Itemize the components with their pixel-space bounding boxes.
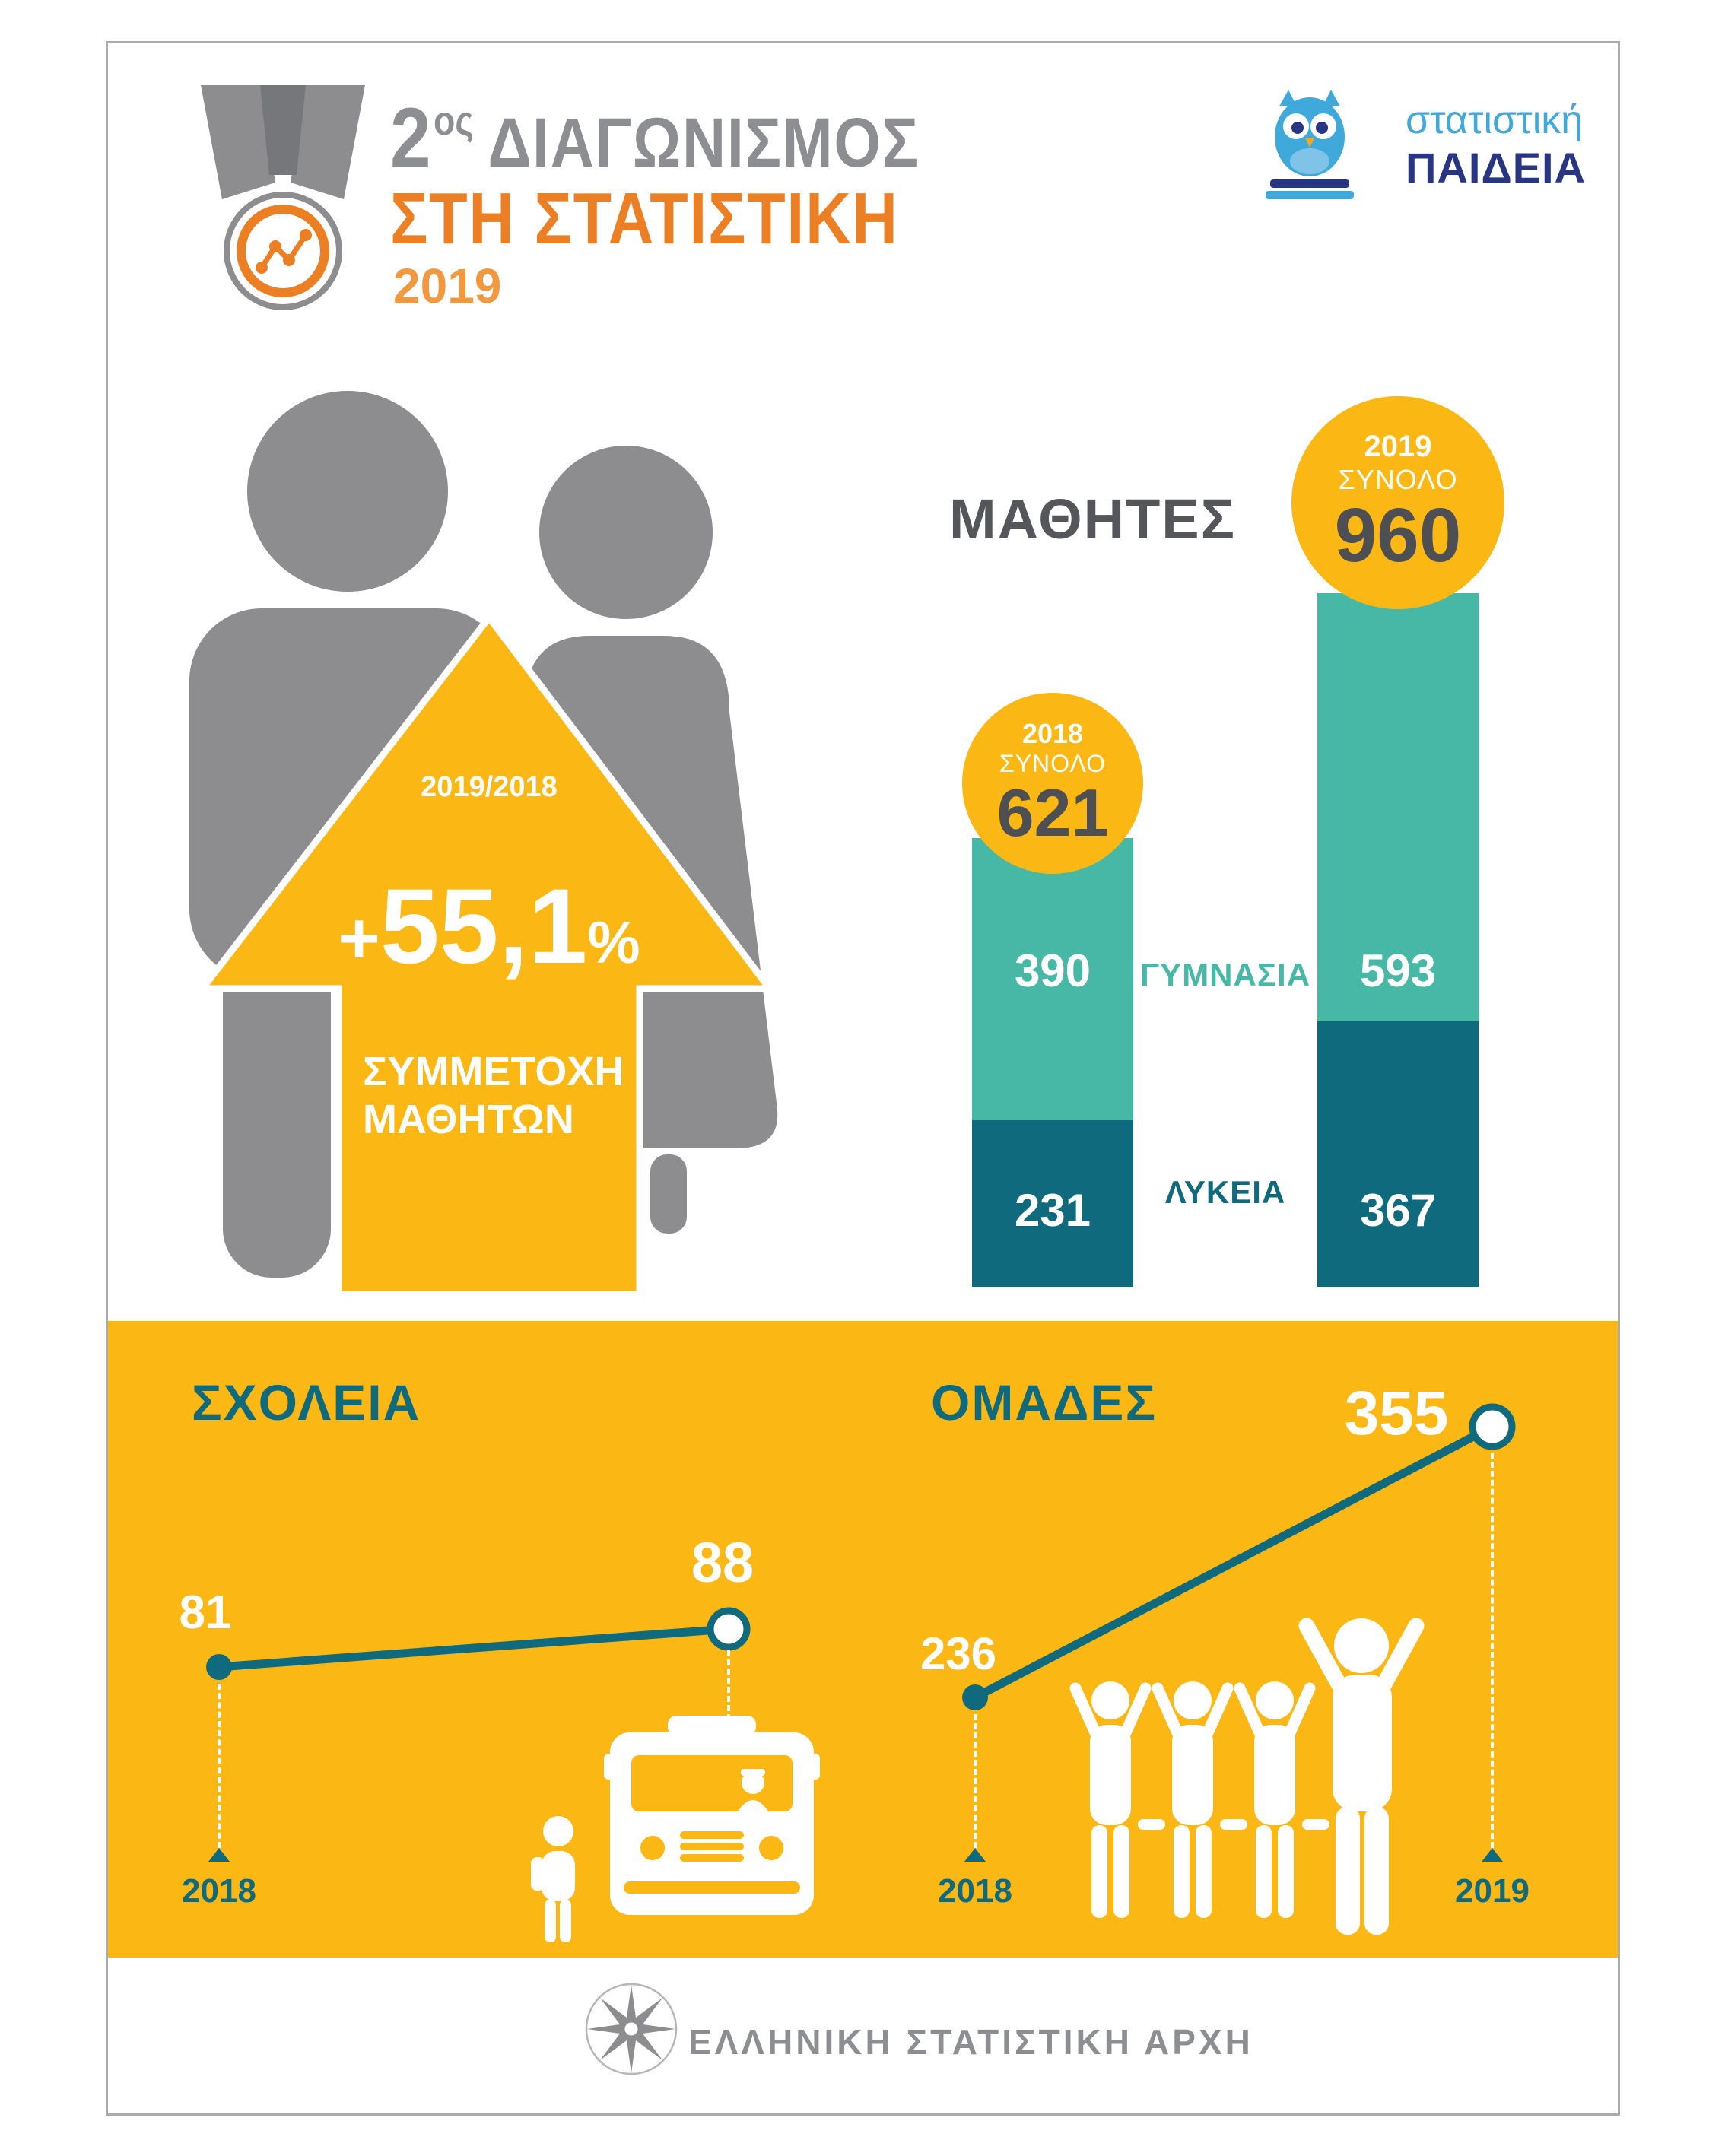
- contest-ordinal-suffix: ος: [434, 98, 474, 144]
- schools-point-2019: [707, 1607, 751, 1651]
- medal-icon: [201, 85, 365, 310]
- brand-name-line1: στατιστική: [1406, 98, 1584, 142]
- contest-title-line1: 2 ος ΔΙΑΓΩΝΙΣΜΟΣ: [390, 96, 920, 181]
- badge-total-value: 960: [1334, 493, 1462, 578]
- total-badge-2019: 2019 ΣΥΝΟΛΟ 960: [1291, 396, 1504, 609]
- brand-name-line2: ΠΑΙΔΕΙΑ: [1406, 144, 1587, 192]
- growth-value: +55,1%: [307, 873, 672, 980]
- students-bar-2018: [972, 838, 1133, 1287]
- bar-segment-lykeia-2018: [972, 1120, 1133, 1287]
- schools-line-chart: [206, 1607, 751, 1680]
- owl-icon: [1266, 90, 1354, 199]
- series-label-lykeia: ΛΥΚΕΙΑ: [1164, 1174, 1286, 1210]
- dashed-drop-line: [1491, 1453, 1494, 1848]
- chart-line-glyph: [259, 232, 309, 271]
- badge-year: 2019: [1364, 430, 1432, 463]
- dashed-drop-line: [218, 1684, 221, 1848]
- dashed-drop-line: [974, 1714, 977, 1848]
- teams-year-2019: 2019: [1455, 1872, 1530, 1910]
- teams-section-title: ΟΜΑΔΕΣ: [931, 1374, 1158, 1430]
- students-chart-title: ΜΑΘΗΤΕΣ: [949, 487, 1237, 551]
- growth-caption-line2: ΜΑΘΗΤΩΝ: [363, 1097, 574, 1143]
- axis-marker-triangle: [1482, 1848, 1503, 1862]
- axis-marker-triangle: [208, 1848, 230, 1862]
- contest-title-word: ΔΙΑΓΩΝΙΣΜΟΣ: [488, 104, 920, 182]
- bar-value-gymnasia-2019: 593: [1359, 945, 1437, 996]
- badge-total-label: ΣΥΝΟΛΟ: [1338, 464, 1458, 495]
- growth-caption-line1: ΣΥΜΜΕΤΟΧΗ: [363, 1049, 624, 1094]
- bar-segment-gymnasia-2019: [1317, 593, 1479, 1021]
- teams-year-2018: 2018: [938, 1872, 1012, 1910]
- growth-percent-sign: %: [587, 909, 640, 976]
- growth-arrow-icon: [195, 611, 777, 1298]
- bar-segment-lykeia-2019: [1317, 1021, 1479, 1287]
- teams-point-2019: [1469, 1403, 1516, 1450]
- bar-segment-gymnasia-2018: [972, 838, 1133, 1120]
- schools-value-2019: 88: [691, 1531, 754, 1594]
- poster-border-frame: [106, 41, 1620, 2116]
- schools-year-2018: 2018: [182, 1872, 256, 1910]
- student-with-backpack-icon: [531, 1816, 575, 1942]
- schools-value-2018: 81: [179, 1586, 232, 1639]
- growth-plus-sign: +: [338, 898, 380, 979]
- teams-point-2018: [962, 1684, 988, 1710]
- contest-ordinal-number: 2: [390, 90, 431, 186]
- growth-caption: ΣΥΜΜΕΤΟΧΗ ΜΑΘΗΤΩΝ: [363, 1048, 624, 1144]
- students-bar-2019: [1317, 593, 1479, 1287]
- contest-year: 2019: [393, 259, 502, 313]
- badge-total-label: ΣΥΝΟΛΟ: [999, 750, 1107, 778]
- elstat-emblem-icon: [585, 1983, 678, 2075]
- series-label-gymnasia: ΓΥΜΝΑΣΙΑ: [1139, 957, 1311, 992]
- celebrating-people-icon: [1069, 1618, 1425, 1935]
- teams-line-chart: [962, 1403, 1516, 1710]
- schools-point-2018: [206, 1654, 232, 1680]
- axis-marker-triangle: [964, 1848, 986, 1862]
- schools-section-title: ΣΧΟΛΕΙΑ: [192, 1374, 421, 1430]
- badge-year: 2018: [1021, 718, 1084, 750]
- teams-value-2018: 236: [920, 1628, 997, 1679]
- school-bus-icon: [531, 1716, 820, 1942]
- contest-subtitle: ΣΤΗ ΣΤΑΤΙΣΤΙΚΗ: [390, 178, 899, 259]
- books-icon: [1270, 179, 1349, 188]
- total-badge-2018: 2018 ΣΥΝΟΛΟ 621: [962, 693, 1143, 874]
- bar-value-gymnasia-2018: 390: [1014, 945, 1091, 996]
- badge-total-value: 621: [996, 775, 1109, 851]
- bus-driver-icon: [742, 1771, 764, 1794]
- bar-value-lykeia-2018: 231: [1014, 1185, 1091, 1236]
- growth-ratio-label: 2019/2018: [421, 771, 558, 803]
- footer-organization-name: ΕΛΛΗΝΙΚΗ ΣΤΑΤΙΣΤΙΚΗ ΑΡΧΗ: [688, 2022, 1253, 2062]
- growth-percent-value: 55,1: [380, 866, 588, 986]
- bar-value-lykeia-2019: 367: [1359, 1185, 1437, 1236]
- teams-value-2019: 355: [1344, 1379, 1449, 1448]
